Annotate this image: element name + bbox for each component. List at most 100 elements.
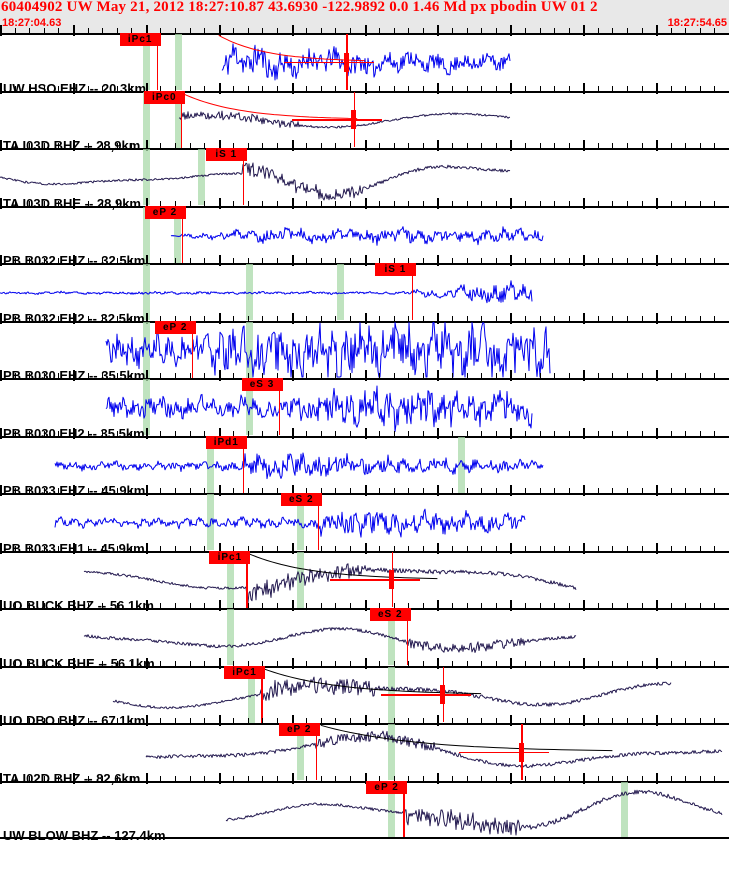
coda-duration-marker[interactable] [0, 91, 729, 149]
phase-pick-label[interactable]: iS 1 [205, 148, 247, 161]
phase-pick-label[interactable]: eS 3 [241, 378, 283, 391]
axis-tick-minor [626, 373, 628, 378]
axis-tick-minor [87, 775, 89, 781]
axis-tick-major [510, 312, 513, 324]
axis-tick-minor [539, 603, 541, 608]
waveform[interactable] [0, 608, 729, 666]
axis-tick-minor [189, 28, 191, 33]
axis-tick-minor [320, 373, 322, 378]
time-axis-ticks [0, 542, 729, 558]
panel-bottom-axis [0, 837, 729, 839]
axis-tick-major [291, 485, 294, 496]
axis-tick-minor [670, 430, 672, 436]
axis-tick-minor [612, 315, 614, 321]
axis-tick-minor [597, 488, 599, 493]
axis-tick-minor [524, 775, 526, 781]
axis-tick-major [583, 255, 586, 266]
axis-tick-minor [641, 143, 643, 148]
waveform[interactable] [0, 493, 729, 551]
trace-row[interactable]: iS 1PB B032 EH2 -- 32.5km [0, 255, 729, 326]
trace-row[interactable]: eP 2 UW BLOW BHZ -- 127.4km [0, 772, 729, 843]
axis-tick-minor [495, 143, 497, 148]
axis-tick-minor [335, 545, 337, 551]
axis-tick-minor [43, 315, 45, 321]
axis-tick-minor [29, 258, 31, 263]
time-axis-ticks [0, 82, 729, 98]
coda-duration-marker[interactable] [0, 666, 729, 724]
phase-pick-label[interactable]: iPc1 [224, 665, 265, 679]
axis-tick-minor [43, 200, 45, 206]
axis-tick-minor [189, 200, 191, 206]
window-start-time: 18:27:04.63 [2, 17, 62, 29]
axis-tick-minor [43, 258, 45, 263]
phase-pick-line[interactable] [180, 91, 183, 148]
waveform[interactable] [0, 378, 729, 436]
phase-pick-label[interactable]: eP 2 [154, 320, 196, 334]
axis-tick-minor [685, 85, 687, 91]
waveform[interactable] [0, 206, 729, 264]
axis-tick-major [437, 715, 440, 726]
axis-tick-minor [277, 258, 278, 263]
axis-tick-minor [685, 660, 687, 666]
axis-tick-major [510, 772, 513, 784]
axis-tick-minor [189, 488, 191, 493]
phase-pick-line[interactable] [261, 666, 263, 723]
phase-pick-label[interactable]: eP 2 [366, 780, 408, 794]
axis-tick-major [218, 82, 221, 94]
axis-tick-minor [116, 28, 118, 33]
axis-tick-major [656, 255, 659, 266]
phase-pick-line[interactable] [246, 551, 248, 608]
phase-pick-line[interactable] [403, 781, 405, 838]
axis-tick-major [656, 82, 659, 94]
phase-pick-line[interactable] [242, 436, 245, 493]
phase-pick-label[interactable]: eP 2 [278, 723, 320, 736]
coda-duration-marker[interactable] [0, 33, 729, 91]
axis-tick-minor [597, 258, 599, 263]
axis-tick-major [364, 600, 367, 611]
phase-pick-line[interactable] [191, 321, 194, 378]
phase-pick-label[interactable]: iPc1 [119, 33, 161, 46]
coda-duration-marker[interactable] [0, 551, 729, 609]
phase-pick-label[interactable]: iS 1 [374, 263, 416, 276]
axis-tick-major [145, 25, 148, 36]
phase-pick-label[interactable]: iPc0 [143, 90, 185, 104]
waveform[interactable] [0, 321, 729, 379]
axis-tick-minor [43, 430, 45, 436]
axis-tick-minor [87, 200, 89, 206]
axis-tick-minor [349, 28, 351, 33]
trace-row[interactable]: eS 2 UO BUCK BHE -- 56.1km [0, 600, 729, 671]
waveform[interactable] [0, 781, 729, 839]
axis-tick-major [72, 312, 75, 324]
phase-pick-label[interactable]: iPd1 [205, 435, 247, 449]
axis-tick-minor [554, 660, 555, 666]
waveform[interactable] [0, 148, 729, 206]
phase-pick-line[interactable] [315, 724, 318, 780]
waveform[interactable] [0, 436, 729, 494]
axis-tick-minor [320, 660, 322, 666]
axis-tick-minor [641, 430, 643, 436]
axis-tick-minor [379, 603, 381, 608]
axis-tick-minor [58, 315, 60, 321]
phase-pick-line[interactable] [156, 34, 159, 90]
phase-pick-line[interactable] [317, 494, 320, 550]
phase-pick-line[interactable] [242, 149, 245, 205]
axis-tick-major [437, 485, 440, 496]
phase-pick-label[interactable]: eS 2 [280, 493, 322, 506]
phase-pick-label[interactable]: iPc1 [209, 550, 251, 564]
coda-duration-marker[interactable] [0, 723, 729, 781]
phase-pick-label[interactable]: eS 2 [369, 608, 411, 621]
phase-pick-line[interactable] [278, 379, 280, 435]
phase-pick-line[interactable] [406, 609, 409, 665]
axis-tick-minor [175, 28, 176, 33]
phase-pick-line[interactable] [411, 264, 414, 320]
axis-tick-major [0, 542, 2, 554]
phase-pick-label[interactable]: eP 2 [144, 205, 186, 219]
waveform[interactable] [0, 263, 729, 321]
waveform[interactable] [0, 33, 729, 91]
axis-tick-minor [277, 28, 278, 33]
phase-pick-line[interactable] [181, 206, 183, 263]
time-axis-ticks [0, 427, 729, 443]
axis-tick-minor [452, 488, 453, 493]
axis-tick-major [145, 140, 148, 151]
